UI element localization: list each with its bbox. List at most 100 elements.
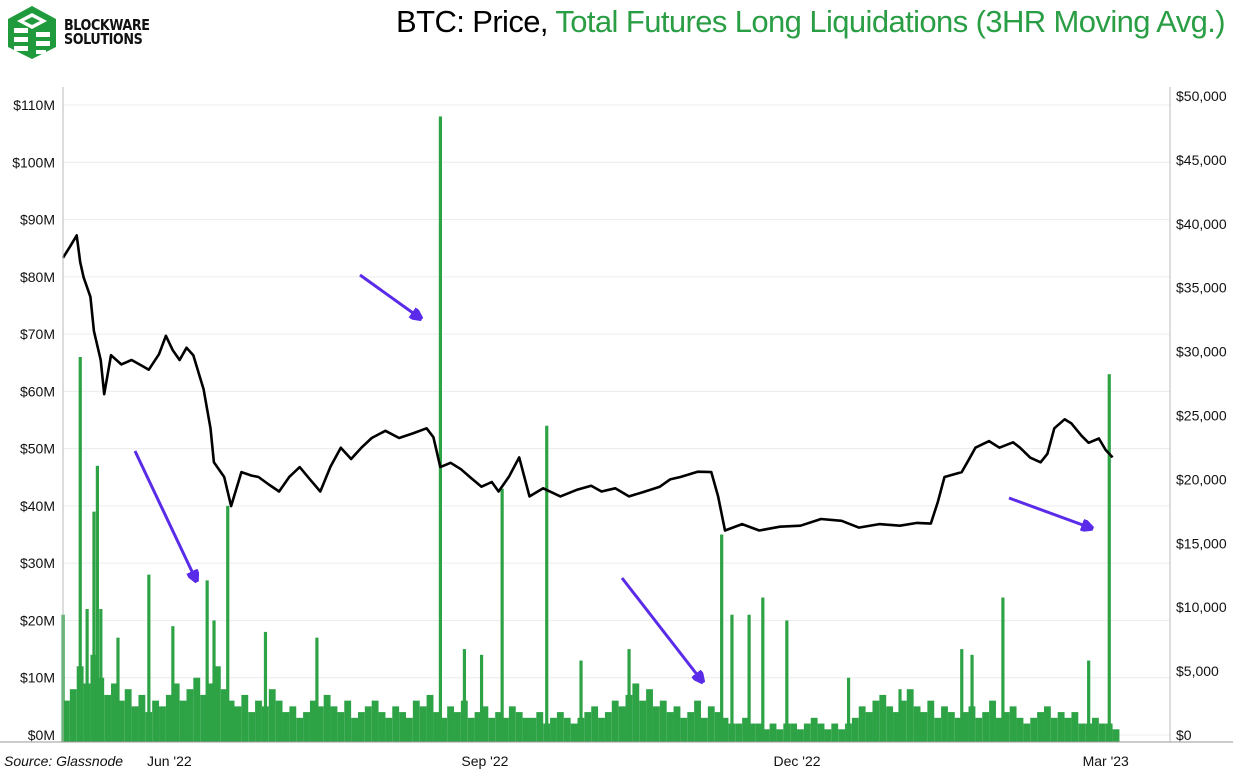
liquidation-bar: [488, 717, 496, 742]
liquidation-bar: [652, 706, 660, 742]
liquidation-bar: [858, 706, 866, 742]
title-price: BTC: Price,: [396, 4, 556, 39]
liquidation-bar: [598, 717, 605, 742]
x-axis-ticks: Jun '22 Sep '22 Dec '22 Mar '23: [147, 753, 1129, 769]
left-tick-label: $30M: [20, 555, 55, 571]
logo-line-1: BLOCKWARE: [64, 16, 150, 34]
liquidation-bar: [810, 717, 818, 742]
liquidation-bar: [611, 700, 619, 742]
liquidation-bar: [927, 700, 935, 742]
right-tick-label: $20,000: [1176, 471, 1227, 487]
source-note: Source: Glassnode: [4, 753, 123, 769]
right-tick-label: $30,000: [1176, 344, 1227, 360]
liquidation-bar: [69, 689, 77, 742]
liquidation-bar: [1002, 712, 1010, 742]
liquidation-spike-bar: [627, 649, 631, 742]
liquidation-bar: [550, 717, 557, 742]
liquidation-spike-bar: [785, 620, 789, 742]
right-axis-ticks: $0 $5,000 $10,000 $15,000 $20,000 $25,000 $30,…: [1176, 88, 1227, 743]
liquidation-bar: [508, 706, 516, 742]
liquidation-spike-bar: [1001, 597, 1005, 742]
liquidation-bar: [131, 706, 139, 742]
liquidation-bar: [769, 723, 777, 742]
liquidation-bar: [790, 723, 798, 742]
liquidation-bar: [563, 717, 571, 742]
liquidation-bar: [406, 717, 413, 742]
liquidation-bar: [330, 706, 338, 742]
liquidation-bar: [364, 706, 372, 742]
right-tick-label: $40,000: [1176, 216, 1227, 232]
liquidation-bar: [755, 723, 763, 742]
liquidation-bar: [886, 706, 894, 742]
liquidation-bar: [735, 723, 743, 742]
liquidation-bar: [213, 666, 221, 742]
liquidation-spike-bar: [1087, 660, 1091, 742]
liquidation-bar: [309, 700, 317, 742]
left-tick-label: $80M: [20, 269, 55, 285]
liquidation-bar: [913, 706, 921, 742]
liquidation-bar: [1092, 717, 1099, 742]
liquidation-bar: [268, 689, 276, 742]
liquidation-bar: [63, 700, 70, 742]
right-tick-label: $10,000: [1176, 599, 1227, 615]
logo-line-2: SOLUTIONS: [64, 30, 143, 48]
arrow-annotation-4: [1008, 496, 1091, 528]
liquidation-bar: [357, 712, 365, 742]
x-tick-label: Dec '22: [774, 753, 821, 769]
liquidation-bar: [474, 712, 482, 742]
liquidation-spike-bar: [500, 488, 504, 742]
liquidation-bar: [392, 706, 400, 742]
blockware-logo: BLOCKWARE SOLUTIONS: [6, 4, 165, 60]
liquidation-bar: [803, 723, 811, 742]
liquidation-bar: [831, 723, 839, 742]
liquidation-bar: [179, 700, 187, 742]
liquidation-bar: [899, 700, 907, 742]
chart-title: BTC: Price, Total Futures Long Liquidati…: [396, 4, 1226, 40]
right-tick-label: $25,000: [1176, 408, 1227, 424]
liquidation-bar: [454, 712, 461, 742]
liquidation-bar: [289, 706, 297, 742]
liquidation-bar: [749, 723, 756, 742]
liquidation-bar: [104, 694, 112, 742]
x-tick-label: Jun '22: [147, 753, 192, 769]
liquidation-spike-bar: [85, 609, 89, 742]
liquidation-bar: [824, 729, 832, 742]
right-tick-label: $0: [1176, 727, 1192, 743]
price-line: [61, 234, 1114, 532]
liquidation-bar: [117, 700, 125, 742]
liquidation-bar: [248, 712, 256, 742]
liquidation-bar: [316, 706, 324, 742]
liquidation-bar: [351, 717, 358, 742]
liquidation-bar: [961, 712, 969, 742]
liquidation-bar: [522, 717, 530, 742]
liquidation-bar: [906, 689, 914, 742]
blockware-cube-icon: [8, 6, 56, 59]
liquidation-bar: [742, 717, 749, 742]
liquidation-spike-bar: [315, 637, 319, 742]
liquidation-bar: [433, 712, 441, 742]
right-tick-label: $35,000: [1176, 280, 1227, 296]
liquidation-bar: [865, 712, 873, 742]
left-tick-label: $20M: [20, 612, 55, 628]
liquidation-bar: [159, 706, 166, 742]
liquidation-bar: [1112, 729, 1120, 742]
liquidation-bar: [673, 706, 681, 742]
liquidation-bar: [989, 700, 996, 742]
liquidation-bar: [399, 712, 406, 742]
liquidation-bar: [296, 717, 304, 742]
liquidation-bar: [604, 712, 612, 742]
liquidation-spike-bar: [438, 116, 442, 743]
liquidation-bar: [982, 712, 990, 742]
liquidation-bar: [1009, 706, 1017, 742]
left-tick-label: $110M: [13, 97, 55, 113]
arrow-annotation-3: [620, 577, 702, 681]
liquidation-bar: [344, 700, 352, 742]
axes: [0, 87, 1233, 743]
liquidation-bar: [207, 683, 214, 742]
liquidation-bar: [124, 689, 132, 742]
title-liquidations: Total Futures Long Liquidations (3HR Mov…: [555, 4, 1225, 39]
liquidation-bar: [275, 700, 283, 742]
liquidation-bar: [591, 706, 599, 742]
left-tick-label: $70M: [20, 326, 55, 342]
left-tick-label: $60M: [20, 383, 55, 399]
